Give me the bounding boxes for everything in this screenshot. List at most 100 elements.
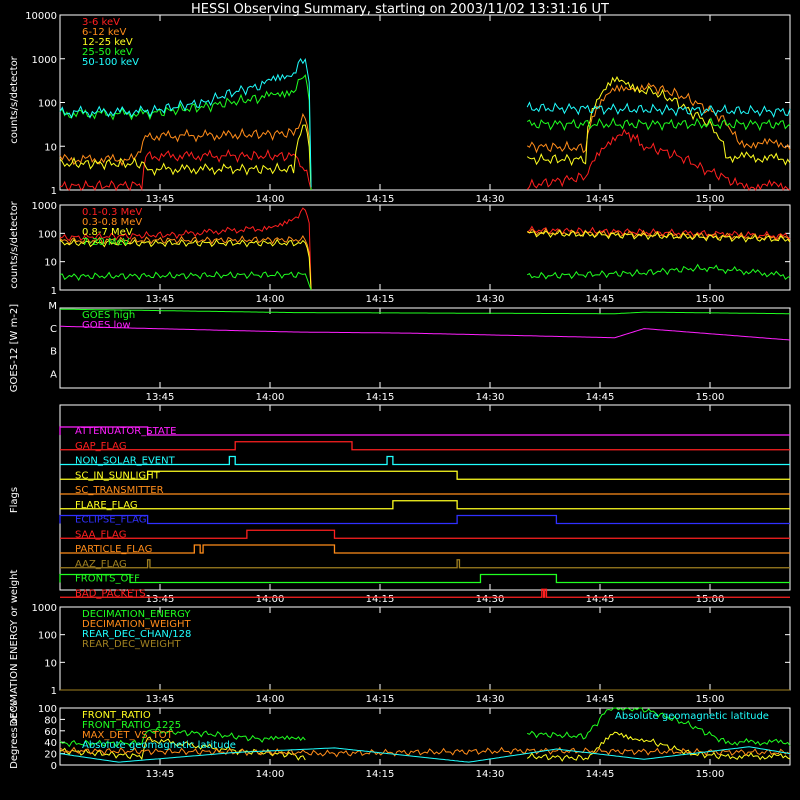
x-tick-label: 13:45 (146, 392, 175, 403)
flag-line-fronts_off (59, 573, 790, 584)
panel-flags: 13:45 14:00 14:15 14:30 14:45 15:00 Flags ATTEN… (9, 404, 791, 605)
legend-entry: REAR_DEC_CHAN/128 (82, 629, 191, 640)
legend-entry: 0.8-7 MeV (82, 227, 133, 238)
x-tick-label: 13:45 (146, 769, 175, 780)
x-tick-label: 14:15 (366, 694, 395, 705)
legend-entry: 0.3-0.8 MeV (82, 217, 142, 228)
series-6-12-kev (59, 112, 312, 191)
x-tick-label: 14:30 (476, 769, 505, 780)
x-tick-label: 14:00 (256, 694, 285, 705)
y-axis-label: counts/s/detector (9, 55, 20, 143)
y-axis-label: Degrees or % (9, 701, 20, 769)
legend-entry: 6-12 keV (82, 27, 126, 38)
series-0-1-0-3-mev (526, 225, 791, 240)
x-tick-label: 14:00 (256, 594, 285, 605)
flag-label: NON_SOLAR_EVENT (75, 456, 176, 467)
x-tick-label: 14:15 (366, 294, 395, 305)
x-tick-label: 13:45 (146, 594, 175, 605)
x-tick-label: 14:30 (476, 694, 505, 705)
flag-line-flare_flag (60, 500, 790, 510)
y-tick-label: M (48, 301, 57, 312)
legend-entry: Absolute geomagnetic latitude (82, 740, 236, 751)
x-tick-label: 15:00 (696, 769, 725, 780)
x-tick-label: 14:00 (256, 769, 285, 780)
y-tick-label: 10 (44, 258, 57, 269)
panel-frame (59, 707, 791, 766)
flag-label: FRONTS_OFF (75, 574, 140, 585)
y-tick-label: C (50, 324, 57, 335)
y-axis-label: GOES-12 [W m-2] (9, 304, 20, 392)
x-tick-label: 14:30 (476, 594, 505, 605)
x-tick-label: 13:45 (146, 694, 175, 705)
panel-decimation: 13:45 14:00 14:15 14:30 14:45 15:00 DECIMATION… (9, 569, 791, 726)
y-tick-label: 100 (38, 704, 57, 715)
panel-frame (59, 307, 791, 389)
x-tick-label: 14:45 (586, 392, 615, 403)
legend-entry: GOES low (82, 320, 131, 331)
y-tick-label: 0 (51, 761, 57, 772)
y-tick-label: 40 (44, 738, 57, 749)
series-0-8-7-mev (59, 238, 312, 291)
y-tick-label: 100 (38, 99, 57, 110)
series-12-25-kev (59, 124, 312, 191)
series-goes-high (59, 308, 790, 315)
y-tick-label: 1 (51, 186, 57, 197)
panel-frame (59, 404, 791, 591)
series-7-20-mev (526, 263, 791, 280)
x-tick-label: 15:00 (696, 194, 725, 205)
panel-frame (59, 14, 791, 191)
legend-entry: 7-20 MeV (82, 237, 130, 248)
y-tick-label: 10 (44, 142, 57, 153)
chart-title: HESSI Observing Summary, starting on 200… (191, 2, 609, 17)
y-tick-label: B (50, 347, 57, 358)
y-tick-label: 1 (51, 686, 57, 697)
series-0-3-0-8-mev (526, 227, 791, 242)
series-50-100-kev (59, 58, 312, 188)
y-axis-label: counts/s/detector (9, 200, 20, 288)
series-max-det-vs-tot (59, 746, 791, 758)
series-front-ratio-1225 (527, 707, 791, 746)
x-tick-label: 15:00 (696, 392, 725, 403)
flag-label: ECLIPSE_FLAG (75, 515, 146, 526)
flag-line-saa_flag (60, 529, 790, 539)
y-tick-label: 100 (38, 631, 57, 642)
y-tick-label: A (50, 370, 57, 381)
series-0-3-0-8-mev (59, 235, 312, 291)
flag-label: FLARE_FLAG (75, 500, 138, 511)
x-tick-label: 14:00 (256, 194, 285, 205)
flag-line-particle_flag (60, 544, 790, 554)
flag-line-attenuator_state (59, 426, 790, 436)
y-tick-label: 10000 (25, 11, 57, 22)
series-absolute-geomagnetic-latitude (59, 746, 791, 763)
x-tick-label: 14:45 (586, 769, 615, 780)
x-tick-label: 14:45 (586, 594, 615, 605)
x-tick-label: 15:00 (696, 594, 725, 605)
series-7-20-mev (59, 270, 312, 291)
panel-ratios: 13:45 14:00 14:15 14:30 14:45 15:00 Degrees or… (9, 701, 791, 780)
annotation-geomag: Absolute geomagnetic latitude (615, 711, 769, 722)
legend-entry: 50-100 keV (82, 57, 139, 68)
flag-label: ATTENUATOR_STATE (75, 426, 176, 437)
series-0-1-0-3-mev (59, 207, 312, 290)
panel-energy-bands: 13:45 14:00 14:15 14:30 14:45 15:00 counts/s/d… (9, 11, 791, 205)
x-tick-label: 14:15 (366, 769, 395, 780)
series-6-12-kev (526, 82, 791, 154)
x-tick-label: 14:00 (256, 294, 285, 305)
x-tick-label: 14:45 (586, 294, 615, 305)
flag-label: SAA_FLAG (75, 529, 126, 540)
flag-line-sc_in_sunlight (60, 470, 790, 480)
legend-entry: REAR_DEC_WEIGHT (82, 639, 181, 650)
series-goes-low (60, 325, 791, 341)
series-50-100-kev (526, 101, 791, 119)
legend-entry: 0.1-0.3 MeV (82, 207, 142, 218)
y-axis-label: DECIMATION ENERGY or weight (9, 569, 20, 726)
x-tick-label: 13:45 (146, 294, 175, 305)
y-tick-label: 10 (44, 658, 57, 669)
x-tick-label: 14:30 (476, 392, 505, 403)
legend-entry: DECIMATION_ENERGY (82, 609, 191, 620)
x-tick-label: 14:30 (476, 294, 505, 305)
flag-label: GAP_FLAG (75, 441, 127, 452)
x-tick-label: 14:00 (256, 392, 285, 403)
x-tick-label: 15:00 (696, 694, 725, 705)
